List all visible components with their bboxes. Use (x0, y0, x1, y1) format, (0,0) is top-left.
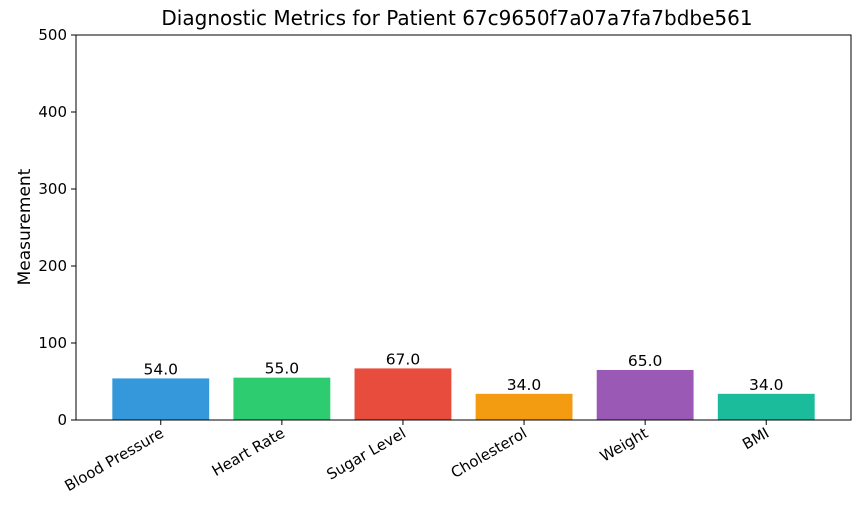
bar-labels-layer: 54.0 55.0 67.0 34.0 65.0 34.0 (144, 350, 784, 393)
x-tick-label-blood-pressure: Blood Pressure (62, 424, 167, 495)
bar-sugar-level (354, 368, 452, 420)
y-tick-label: 500 (38, 26, 67, 44)
x-tick-label-weight: Weight (597, 424, 651, 466)
y-tick-label: 300 (38, 180, 67, 198)
y-axis: 0 100 200 300 400 500 (38, 26, 76, 429)
x-tick-label-cholesterol: Cholesterol (448, 424, 530, 482)
plot-frame (75, 34, 852, 421)
bar-value-label-heart-rate: 55.0 (265, 360, 300, 378)
x-tick-label-heart-rate: Heart Rate (209, 424, 288, 480)
x-axis: Blood Pressure Heart Rate Sugar Level Chole… (62, 420, 772, 495)
bar-bmi (717, 393, 815, 420)
y-tick-label: 100 (38, 334, 67, 352)
bars-layer (112, 368, 815, 420)
bar-value-label-blood-pressure: 54.0 (144, 360, 179, 378)
chart-title: Diagnostic Metrics for Patient 67c9650f7… (161, 6, 752, 30)
y-tick-label: 200 (38, 257, 67, 275)
x-tick-label-bmi: BMI (739, 424, 772, 453)
bar-heart-rate (233, 377, 331, 420)
y-tick-label: 0 (57, 411, 67, 429)
bar-value-label-weight: 65.0 (628, 352, 663, 370)
bar-value-label-cholesterol: 34.0 (507, 376, 542, 394)
bar-value-label-bmi: 34.0 (749, 376, 784, 394)
bar-weight (596, 369, 694, 420)
bar-value-label-sugar-level: 67.0 (386, 350, 421, 368)
bar-cholesterol (475, 393, 573, 420)
bar-blood-pressure (112, 378, 210, 420)
y-axis-title: Measurement (15, 168, 35, 285)
x-tick-label-sugar-level: Sugar Level (323, 424, 408, 484)
y-tick-label: 400 (38, 103, 67, 121)
